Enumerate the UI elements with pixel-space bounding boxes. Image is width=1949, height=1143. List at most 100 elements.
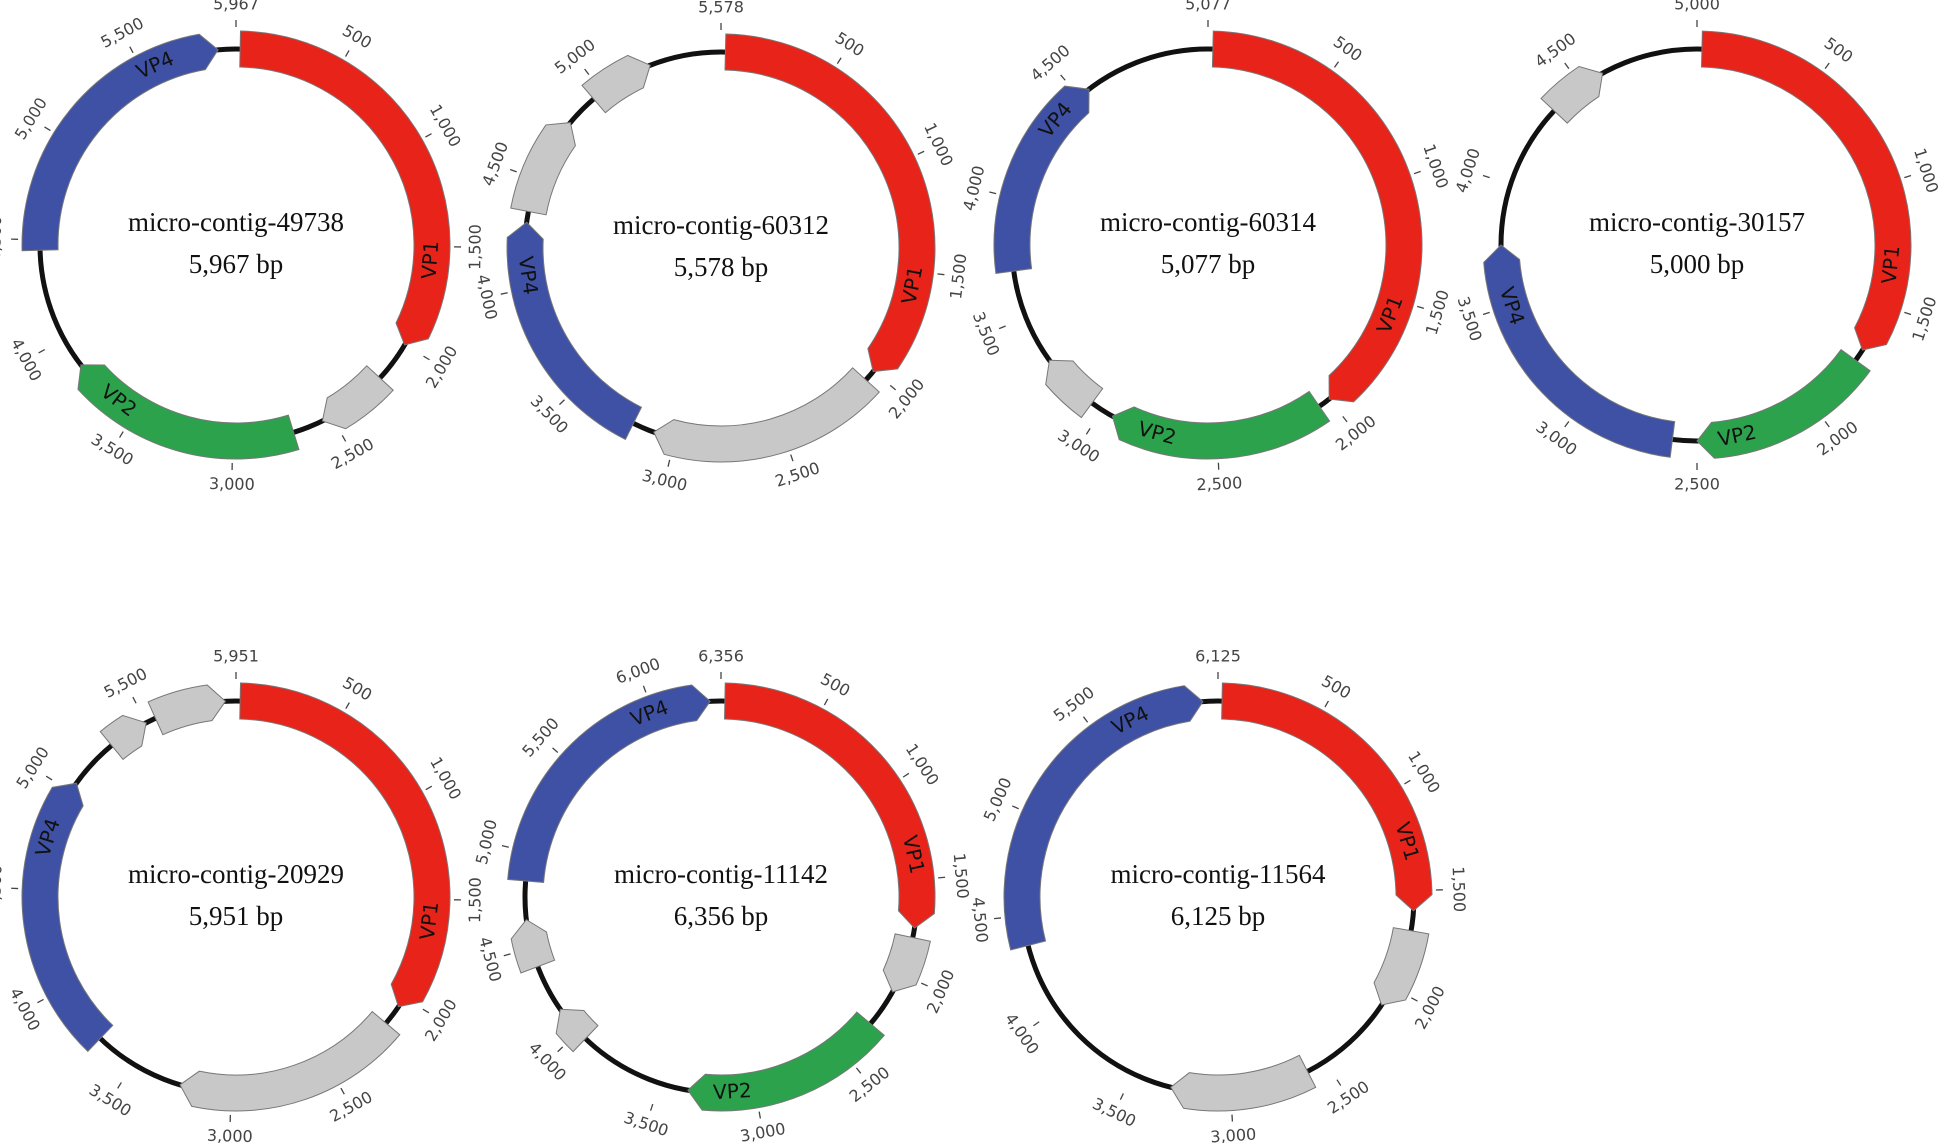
tick-mark [920, 982, 928, 987]
tick-label: 2,000 [421, 996, 461, 1045]
tick-label: 5,000 [980, 775, 1016, 825]
feature [1540, 65, 1604, 124]
tick-mark [1413, 170, 1421, 175]
feature [1696, 348, 1871, 459]
tick-mark [132, 696, 137, 704]
tick-label: 2,000 [422, 342, 462, 391]
tick-mark [1033, 1021, 1040, 1027]
tick-label: 4,500 [1531, 29, 1579, 71]
tick-label: 5,578 [698, 0, 744, 17]
map-name: micro-contig-20929 [128, 859, 344, 889]
feature [1483, 244, 1676, 458]
feature [147, 684, 227, 736]
tick-mark [1482, 174, 1490, 179]
tick-mark [937, 273, 945, 276]
tick-mark [998, 325, 1006, 330]
feature [1700, 30, 1912, 351]
tick-label: 4,000 [1452, 146, 1484, 195]
feature [506, 221, 643, 441]
tick-mark [667, 459, 671, 467]
tick-label: 3,000 [209, 474, 255, 494]
tick-label: 1,000 [426, 754, 465, 803]
map-length: 5,000 bp [1650, 249, 1745, 279]
tick-label: 500 [1318, 671, 1354, 703]
map-name: micro-contig-60314 [1100, 207, 1316, 237]
tick-label: 2,000 [1332, 411, 1380, 454]
tick-mark [341, 435, 347, 442]
tick-mark [989, 191, 997, 195]
tick-label: 1,000 [920, 120, 957, 170]
tick-mark [1824, 62, 1830, 70]
tick-mark [501, 844, 509, 848]
feature [1111, 390, 1331, 460]
tick-label: 4,500 [478, 139, 512, 189]
feature [1211, 30, 1423, 403]
feature [21, 782, 114, 1053]
tick-label: 6,356 [698, 647, 744, 666]
tick-label: 5,000 [11, 94, 51, 143]
tick-label: 2,500 [846, 1063, 894, 1106]
tick-label: 2,000 [1813, 417, 1861, 459]
tick-label: 3,500 [1090, 1094, 1140, 1131]
tick-label: 3,000 [207, 1126, 253, 1143]
tick-label: 5,500 [101, 664, 150, 702]
feature [77, 364, 300, 460]
tick-mark [425, 785, 433, 791]
tick-label: 500 [1821, 33, 1857, 66]
tick-mark [1336, 1079, 1342, 1086]
tick-mark [1824, 420, 1830, 428]
tick-mark [1416, 305, 1425, 310]
tick-label: 3,000 [1210, 1125, 1257, 1143]
tick-mark [1060, 74, 1066, 81]
tick-mark [836, 57, 842, 65]
tick-label: 1,500 [1422, 288, 1453, 337]
tick-mark [1342, 415, 1348, 423]
tick-label: 1,500 [946, 252, 970, 300]
tick-label: 500 [339, 673, 375, 705]
feature [510, 122, 576, 216]
tick-label: 5,000 [1674, 0, 1720, 14]
tick-mark [1324, 700, 1329, 708]
map-length: 5,967 bp [189, 249, 284, 279]
feature [239, 682, 451, 1008]
map-name: micro-contig-30157 [1589, 207, 1805, 237]
tick-label: 2,500 [1674, 475, 1720, 494]
map-name: micro-contig-11142 [614, 859, 828, 889]
feature [507, 684, 711, 883]
tick-mark [559, 399, 565, 406]
tick-label: 4,500 [0, 864, 6, 911]
tick-mark [557, 1046, 564, 1053]
feature [1045, 359, 1104, 419]
tick-mark [129, 46, 134, 54]
tick-mark [509, 168, 517, 173]
tick-label: 1,500 [950, 852, 973, 899]
tick-mark [340, 1087, 345, 1095]
tick-mark [917, 150, 925, 155]
tick-label: 2,500 [773, 458, 822, 491]
tick-mark [993, 917, 1002, 920]
feature [653, 367, 880, 463]
tick-label: 500 [339, 21, 375, 53]
map-length: 6,125 bp [1171, 901, 1266, 931]
tick-mark [823, 698, 829, 706]
tick-label: 3,000 [1054, 426, 1103, 467]
tick-mark [889, 384, 897, 391]
feature-label: VP2 [712, 1078, 752, 1104]
tick-label: 1,500 [1908, 294, 1940, 343]
tick-label: 1,500 [1449, 866, 1469, 912]
tick-label: 5,967 [213, 0, 259, 14]
tick-label: 2,500 [326, 1087, 375, 1126]
tick-label: 4,000 [959, 164, 988, 213]
map-name: micro-contig-49738 [128, 207, 344, 237]
tick-label: 500 [1330, 32, 1366, 65]
feature [724, 33, 936, 373]
tick-mark [422, 1008, 430, 1014]
tick-label: 1,000 [1419, 141, 1452, 191]
feature-label: VP1 [415, 900, 444, 941]
tick-label: 4,000 [473, 273, 501, 322]
tick-mark [1011, 805, 1019, 810]
feature [1221, 682, 1433, 912]
tick-label: 2,000 [923, 967, 959, 1017]
tick-label: 4,500 [0, 216, 5, 262]
tick-mark [1482, 311, 1490, 316]
